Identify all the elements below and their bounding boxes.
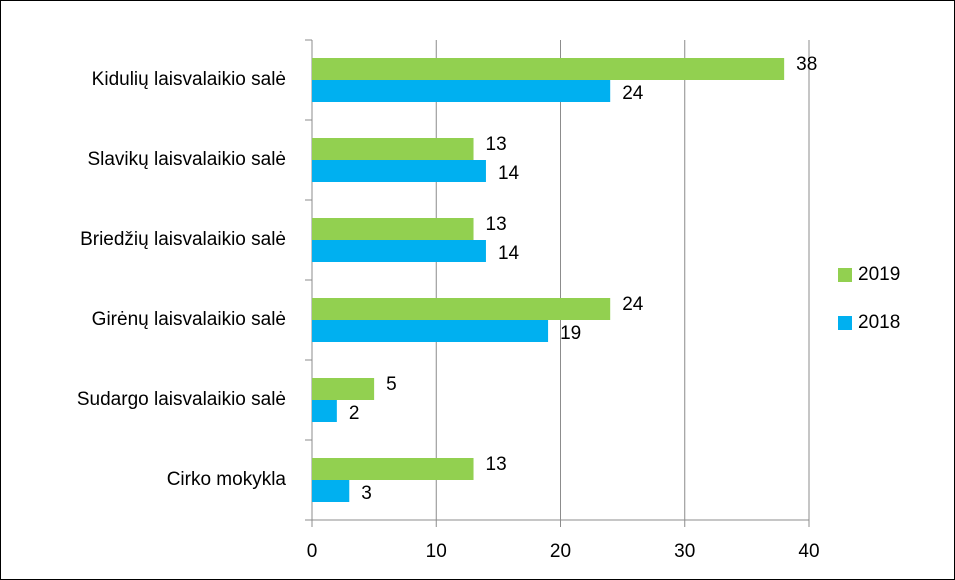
bar — [312, 458, 474, 480]
bar — [312, 218, 474, 240]
bar — [312, 298, 611, 320]
y-tick-label: Kidulių laisvalaikio salė — [92, 69, 286, 90]
data-label: 24 — [622, 294, 644, 315]
bar — [312, 58, 785, 80]
x-tick-label: 30 — [674, 541, 695, 562]
x-tick-label: 20 — [550, 541, 571, 562]
bar — [312, 378, 375, 400]
bar — [312, 400, 337, 422]
bar — [312, 160, 486, 182]
y-tick-label: Girėnų laisvalaikio salė — [92, 309, 286, 330]
data-label: 14 — [498, 243, 520, 264]
data-label: 5 — [386, 374, 397, 395]
data-label: 3 — [361, 483, 372, 504]
bar — [312, 138, 474, 160]
data-label: 2 — [349, 403, 360, 424]
bar — [312, 320, 549, 342]
y-tick-label: Cirko mokykla — [167, 469, 287, 490]
x-tick-label: 10 — [426, 541, 447, 562]
legend-label: 2019 — [858, 264, 900, 285]
data-label: 38 — [796, 54, 817, 75]
bar — [312, 240, 486, 262]
x-tick-label: 0 — [307, 541, 318, 562]
y-tick-label: Briedžių laisvalaikio salė — [80, 229, 286, 250]
y-tick-label: Sudargo laisvalaikio salė — [77, 389, 286, 410]
x-tick-label: 40 — [798, 541, 819, 562]
data-label: 14 — [498, 163, 520, 184]
bar — [312, 480, 350, 502]
y-tick-label: Slavikų laisvalaikio salė — [87, 149, 286, 170]
data-label: 13 — [486, 134, 507, 155]
legend-label: 2018 — [858, 312, 900, 333]
data-label: 13 — [486, 214, 507, 235]
data-label: 24 — [622, 83, 644, 104]
legend-swatch — [838, 316, 852, 330]
data-label: 19 — [560, 323, 581, 344]
data-label: 13 — [486, 454, 507, 475]
bar — [312, 80, 611, 102]
legend-swatch — [838, 268, 852, 282]
